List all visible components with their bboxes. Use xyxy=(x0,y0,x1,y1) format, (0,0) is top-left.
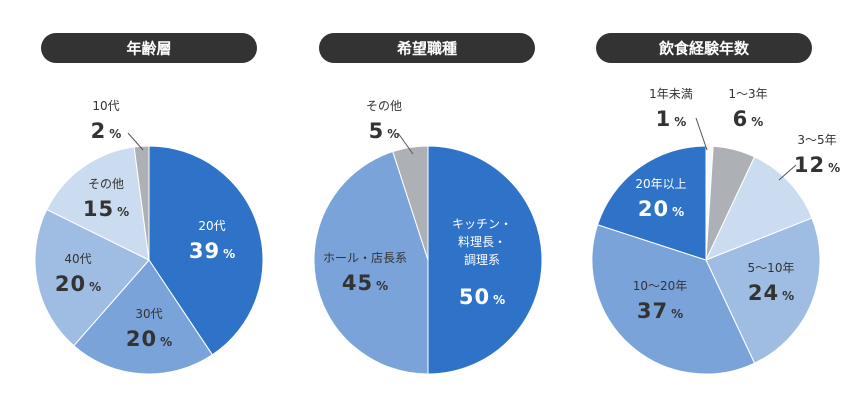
slice-value-label: 1% xyxy=(656,107,687,131)
slice-value-label: 6% xyxy=(733,107,764,131)
slice-category-label: キッチン・料理長・調理系 xyxy=(452,217,512,267)
pie-slice xyxy=(73,259,214,375)
chart-title: 飲食経験年数 xyxy=(658,40,750,58)
chart-title-pill xyxy=(319,33,535,63)
leader-line xyxy=(397,132,414,155)
slice-category-label: 1年未満 xyxy=(649,87,693,101)
pie-chart-experience: 飲食経験年数 1年未満 1 % 1～3年 6 % 3～5年 12 % 5～10年 24 % 10～20年 3… xyxy=(591,33,840,375)
chart-title: 希望職種 xyxy=(397,40,457,58)
slice-label: キッチン・料理長・調理系 50% xyxy=(452,217,512,309)
slice-category-label: 20代 xyxy=(198,219,225,233)
slice-value-label: 45% xyxy=(342,271,388,295)
slice-category-label: 40代 xyxy=(64,252,91,266)
slice-value-label: 20% xyxy=(638,197,684,221)
slice-value-label: 24% xyxy=(748,281,794,305)
pie-slice xyxy=(46,146,150,261)
slice-value-label: 5% xyxy=(369,119,400,143)
slice-category-label: 10代 xyxy=(92,99,119,113)
leader-line xyxy=(778,164,797,181)
slice-label: その他 5% xyxy=(366,99,414,155)
slice-category-label: ホール・店長系 xyxy=(323,251,407,265)
slice-category-label: 30代 xyxy=(135,307,162,321)
slice-category-label: 20年以上 xyxy=(635,177,686,191)
slice-label: ホール・店長系 45% xyxy=(323,251,407,295)
pie-slice xyxy=(596,145,707,261)
leader-line xyxy=(695,117,708,151)
slice-value-label: 20% xyxy=(55,272,101,296)
slice-label: 5～10年 24% xyxy=(748,261,795,305)
chart-title-pill xyxy=(41,33,257,63)
pie-slice xyxy=(705,217,821,364)
pie-slice xyxy=(392,145,429,261)
slice-label: その他 15% xyxy=(83,177,129,221)
chart-title-pill xyxy=(596,33,812,63)
pie-slice xyxy=(313,150,429,375)
pie-slice xyxy=(34,208,150,347)
slice-label: 3～5年 12% xyxy=(778,133,840,181)
slice-category-label: その他 xyxy=(366,99,402,113)
slice-value-label: 12% xyxy=(794,153,840,177)
slice-label: 10～20年 37% xyxy=(633,279,688,323)
slice-value-label: 39% xyxy=(189,239,235,263)
slice-category-label: 5～10年 xyxy=(748,261,795,275)
slice-label: 20年以上 20% xyxy=(635,177,686,221)
slice-category-label: 3～5年 xyxy=(797,133,836,147)
slice-value-label: 20% xyxy=(126,327,172,351)
slice-category-label: 1～3年 xyxy=(728,87,767,101)
pie-slice xyxy=(427,145,543,375)
leader-line xyxy=(127,132,144,151)
slice-value-label: 50% xyxy=(459,285,505,309)
slice-label: 1年未満 1% xyxy=(649,87,708,151)
slice-label: 1～3年 6% xyxy=(728,87,767,131)
pie-slice xyxy=(705,156,813,261)
chart-title: 年齢層 xyxy=(126,40,171,58)
slice-category-label: その他 xyxy=(88,177,124,191)
slice-value-label: 15% xyxy=(83,197,129,221)
pie-slice xyxy=(591,224,756,375)
slice-value-label: 37% xyxy=(637,299,683,323)
slice-value-label: 2% xyxy=(91,119,122,143)
slice-category-label: 10～20年 xyxy=(633,279,688,293)
pie-slice xyxy=(133,145,150,261)
